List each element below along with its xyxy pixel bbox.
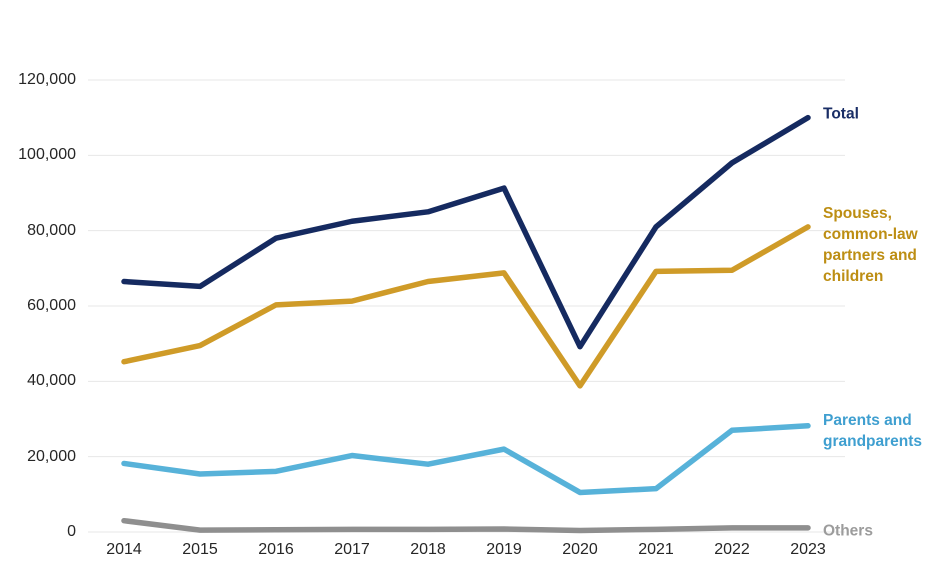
series-label-line: Parents and (823, 411, 912, 429)
y-tick-label: 0 (67, 523, 76, 540)
x-tick-label-2017: 2017 (334, 541, 370, 558)
series-label-line: children (823, 267, 884, 285)
x-tick-label-2015: 2015 (182, 541, 218, 558)
x-tick-label-2020: 2020 (562, 541, 598, 558)
series-label-line: common-law (823, 225, 918, 243)
series-label-line: partners and (823, 246, 917, 264)
y-tick-label: 120,000 (18, 71, 76, 88)
x-tick-label-2019: 2019 (486, 541, 522, 558)
y-tick-label: 80,000 (27, 221, 76, 239)
x-tick-label-2014: 2014 (106, 541, 142, 558)
series-line-total (121, 114, 811, 350)
x-tick-label-2018: 2018 (410, 541, 446, 558)
series-label-parents-and-grandparents: Parents and grandparents (823, 410, 922, 452)
series-label-others: Others (823, 520, 873, 541)
series-label-total: Total (823, 103, 859, 124)
series-label-spouses-common-law-partners-and-children: Spouses, common-law partners and children (823, 203, 918, 287)
x-tick-label-2021: 2021 (638, 541, 674, 558)
series-label-line: grandparents (823, 432, 923, 450)
series-label-line: Total (823, 105, 859, 123)
series-label-line: Spouses, (823, 204, 892, 222)
y-tick-label: 60,000 (27, 297, 76, 314)
y-tick-label: 40,000 (27, 372, 76, 390)
series-line-others (121, 517, 811, 534)
y-tick-label: 100,000 (18, 146, 76, 164)
y-tick-label: 20,000 (27, 447, 76, 465)
series-line-spouses-common-law-partners-and-children (121, 224, 811, 389)
series-label-line: Others (823, 522, 873, 540)
x-tick-label-2023: 2023 (790, 541, 826, 558)
x-tick-label-2016: 2016 (258, 541, 294, 558)
x-tick-label-2022: 2022 (714, 541, 750, 558)
series-line-parents-and-grandparents (121, 423, 811, 496)
